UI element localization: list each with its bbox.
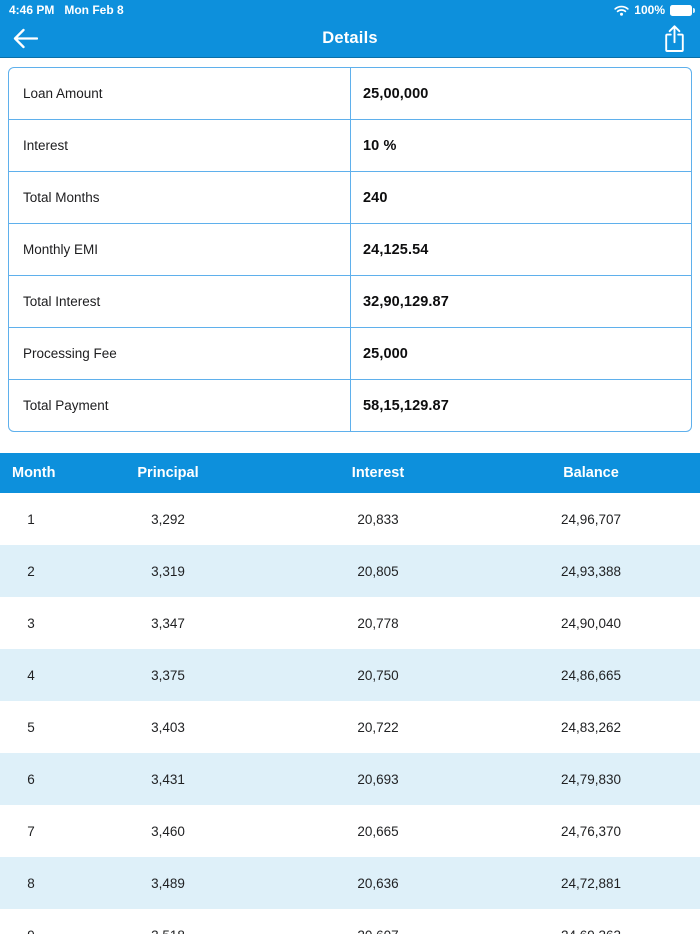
share-button[interactable] xyxy=(660,22,689,55)
back-button[interactable] xyxy=(11,26,40,51)
summary-value: 24,125.54 xyxy=(363,241,429,258)
summary-label: Total Months xyxy=(9,172,351,223)
cell-month: 8 xyxy=(27,875,35,891)
cell-interest: 20,805 xyxy=(357,563,399,579)
cell-interest: 20,693 xyxy=(357,771,399,787)
cell-interest: 20,833 xyxy=(357,511,399,527)
cell-principal: 3,319 xyxy=(151,563,185,579)
amortization-header-row: Month Principal Interest Balance xyxy=(0,453,700,493)
cell-balance: 24,72,881 xyxy=(560,875,622,891)
summary-value: 25,000 xyxy=(363,345,408,362)
summary-label: Total Payment xyxy=(9,380,351,431)
cell-interest: 20,778 xyxy=(357,615,399,631)
summary-row-total-payment: Total Payment 58,15,129.87 xyxy=(9,380,691,431)
cell-month: 5 xyxy=(27,719,35,735)
summary-row-loan-amount: Loan Amount 25,00,000 xyxy=(9,68,691,120)
table-row: 6 3,431 20,693 24,79,830 xyxy=(0,753,700,805)
cell-principal: 3,375 xyxy=(151,667,185,683)
summary-value: 32,90,129.87 xyxy=(363,293,449,310)
table-row: 3 3,347 20,778 24,90,040 xyxy=(0,597,700,649)
navigation-bar: Details xyxy=(0,20,700,57)
header-cell-month: Month xyxy=(12,465,56,481)
cell-principal: 3,347 xyxy=(151,615,185,631)
summary-row-monthly-emi: Monthly EMI 24,125.54 xyxy=(9,224,691,276)
cell-balance: 24,79,830 xyxy=(560,771,622,787)
header-cell-interest: Interest xyxy=(351,465,405,481)
cell-principal: 3,403 xyxy=(151,719,185,735)
table-row: 2 3,319 20,805 24,93,388 xyxy=(0,545,700,597)
cell-balance: 24,83,262 xyxy=(560,719,622,735)
share-icon xyxy=(662,24,687,53)
summary-row-total-interest: Total Interest 32,90,129.87 xyxy=(9,276,691,328)
summary-value: 25,00,000 xyxy=(363,85,429,102)
cell-balance: 24,90,040 xyxy=(560,615,622,631)
table-row: 7 3,460 20,665 24,76,370 xyxy=(0,805,700,857)
cell-month: 3 xyxy=(27,615,35,631)
cell-principal: 3,460 xyxy=(151,823,185,839)
cell-principal: 3,489 xyxy=(151,875,185,891)
status-bar: 4:46 PM Mon Feb 8 100% xyxy=(0,0,700,20)
summary-row-processing-fee: Processing Fee 25,000 xyxy=(9,328,691,380)
header-cell-principal: Principal xyxy=(137,465,199,481)
summary-value: 58,15,129.87 xyxy=(363,397,449,414)
table-row: 5 3,403 20,722 24,83,262 xyxy=(0,701,700,753)
cell-interest: 20,665 xyxy=(357,823,399,839)
cell-balance: 24,86,665 xyxy=(560,667,622,683)
summary-label: Total Interest xyxy=(9,276,351,327)
battery-percent: 100% xyxy=(634,3,665,17)
summary-label: Interest xyxy=(9,120,351,171)
cell-month: 4 xyxy=(27,667,35,683)
cell-month: 7 xyxy=(27,823,35,839)
cell-month: 6 xyxy=(27,771,35,787)
summary-label: Monthly EMI xyxy=(9,224,351,275)
page-title: Details xyxy=(322,29,378,47)
status-time: 4:46 PM xyxy=(9,3,55,17)
summary-row-interest: Interest 10 % xyxy=(9,120,691,172)
summary-row-total-months: Total Months 240 xyxy=(9,172,691,224)
table-row: 1 3,292 20,833 24,96,707 xyxy=(0,493,700,545)
cell-month: 9 xyxy=(0,928,62,934)
cell-balance: 24,93,388 xyxy=(560,563,622,579)
wifi-icon xyxy=(614,5,629,16)
cell-month: 2 xyxy=(27,563,35,579)
header-cell-balance: Balance xyxy=(563,465,619,481)
cell-balance: 24,69,363 xyxy=(482,928,700,934)
cell-interest: 20,636 xyxy=(357,875,399,891)
table-row: 4 3,375 20,750 24,86,665 xyxy=(0,649,700,701)
summary-label: Processing Fee xyxy=(9,328,351,379)
amortization-rows: 1 3,292 20,833 24,96,707 2 3,319 20,805 … xyxy=(0,493,700,934)
table-row: 9 3,518 20,607 24,69,363 xyxy=(0,909,700,934)
cell-interest: 20,722 xyxy=(357,719,399,735)
cell-interest: 20,607 xyxy=(274,928,482,934)
back-arrow-icon xyxy=(13,28,38,49)
cell-principal: 3,292 xyxy=(151,511,185,527)
cell-month: 1 xyxy=(27,511,35,527)
summary-value: 240 xyxy=(363,189,388,206)
status-date: Mon Feb 8 xyxy=(64,3,124,17)
loan-summary-table: Loan Amount 25,00,000 Interest 10 % Tota… xyxy=(8,67,692,432)
cell-principal: 3,431 xyxy=(151,771,185,787)
cell-principal: 3,518 xyxy=(62,928,274,934)
cell-interest: 20,750 xyxy=(357,667,399,683)
top-bar: 4:46 PM Mon Feb 8 100% xyxy=(0,0,700,58)
cell-balance: 24,96,707 xyxy=(560,511,622,527)
amortization-table: Month Principal Interest Balance 1 3,292… xyxy=(0,453,700,934)
battery-icon xyxy=(670,4,695,16)
table-row: 8 3,489 20,636 24,72,881 xyxy=(0,857,700,909)
summary-label: Loan Amount xyxy=(9,68,351,119)
cell-balance: 24,76,370 xyxy=(560,823,622,839)
summary-value: 10 % xyxy=(363,137,397,154)
